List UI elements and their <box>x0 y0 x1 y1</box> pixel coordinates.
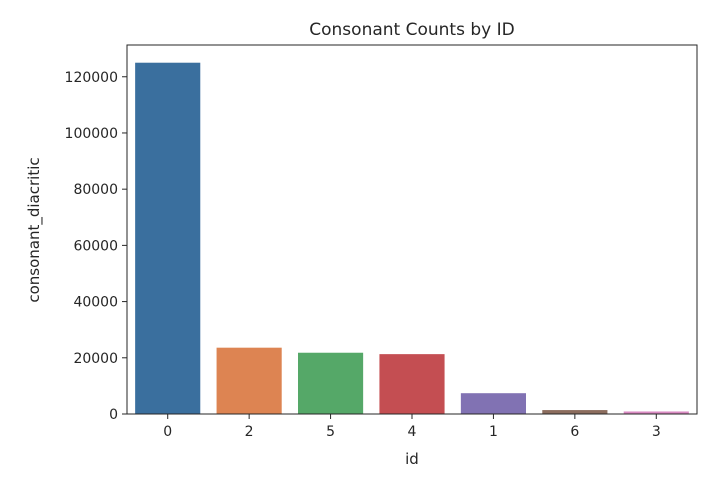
plot-frame <box>126 44 698 415</box>
chart-title: Consonant Counts by ID <box>309 20 514 40</box>
y-tick-label: 0 <box>109 407 118 423</box>
y-axis-label: consonant_diacritic <box>25 157 44 302</box>
y-tick-label: 20000 <box>73 351 118 367</box>
x-tick-label: 6 <box>570 424 579 440</box>
bar-5 <box>298 352 364 414</box>
x-axis-label: id <box>405 450 419 468</box>
bar-6 <box>542 410 608 414</box>
x-tick-label: 2 <box>245 424 254 440</box>
y-ticks: 0 20000 40000 60000 80000 100000 120000 <box>65 70 127 423</box>
x-ticks: 0 2 5 4 1 6 3 <box>163 414 661 440</box>
bar-3 <box>623 411 689 414</box>
y-tick-label: 100000 <box>65 126 118 142</box>
bar-4 <box>379 354 445 414</box>
x-tick-label: 4 <box>408 424 417 440</box>
y-tick-label: 80000 <box>73 182 118 198</box>
x-tick-label: 5 <box>326 424 335 440</box>
y-tick-label: 60000 <box>73 238 118 254</box>
x-tick-label: 3 <box>652 424 661 440</box>
y-tick-label: 120000 <box>65 70 118 86</box>
x-tick-label: 0 <box>163 424 172 440</box>
bars-group <box>135 62 689 415</box>
bar-0 <box>135 62 201 415</box>
bar-2 <box>216 347 282 414</box>
y-tick-label: 40000 <box>73 295 118 311</box>
bar-1 <box>460 393 526 414</box>
x-tick-label: 1 <box>489 424 498 440</box>
